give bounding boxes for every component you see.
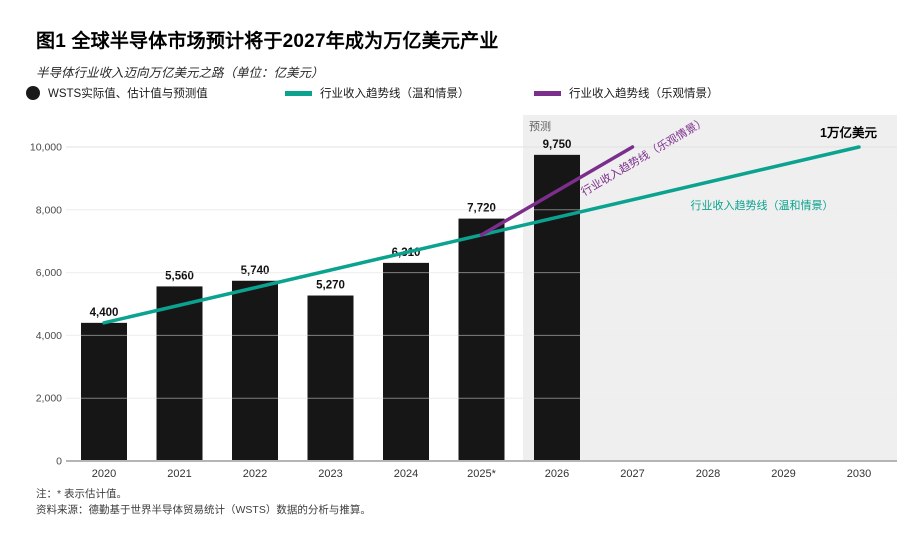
- bar-value-label: 7,720: [467, 203, 496, 215]
- legend-item: 行业收入趋势线（温和情景）: [285, 84, 470, 102]
- y-tick-label: 8,000: [36, 204, 62, 216]
- y-tick-label: 6,000: [36, 267, 62, 279]
- bar-2020: [81, 322, 127, 461]
- footnote-estimate: 注：* 表示估计值。: [36, 488, 128, 500]
- bar-2025*: [458, 218, 505, 461]
- optimistic-trendline: [479, 145, 635, 237]
- trillion-label: 1万亿美元: [820, 125, 877, 140]
- figure-subtitle: 半导体行业收入迈向万亿美元之路（单位：亿美元）: [36, 66, 324, 80]
- legend-item: WSTS实际值、估计值与预测值: [26, 84, 208, 102]
- bar-2023: [307, 295, 354, 461]
- line-marker-icon: [285, 90, 312, 96]
- legend-label: 行业收入趋势线（温和情景）: [320, 88, 470, 100]
- x-tick-label: 2023: [318, 468, 342, 480]
- figure-title: 图1 全球半导体市场预计将于2027年成为万亿美元产业: [36, 31, 499, 52]
- bar-value-label: 5,740: [241, 265, 270, 277]
- bar-2024: [383, 262, 429, 461]
- x-tick-label: 2025*: [467, 468, 496, 480]
- x-tick-label: 2026: [545, 468, 569, 480]
- dot-marker-icon: [26, 86, 40, 100]
- y-tick-label: 10,000: [30, 142, 62, 154]
- bar-2022: [232, 280, 278, 461]
- forecast-label: 预测: [529, 120, 551, 133]
- x-tick-label: 2027: [620, 468, 644, 480]
- legend-item: 行业收入趋势线（乐观情景）: [534, 84, 719, 102]
- x-tick-label: 2030: [847, 468, 871, 480]
- line-marker-icon: [534, 90, 561, 96]
- legend-label: WSTS实际值、估计值与预测值: [48, 88, 208, 100]
- legend-label: 行业收入趋势线（乐观情景）: [569, 88, 719, 100]
- x-tick-label: 2022: [243, 468, 267, 480]
- x-tick-label: 2024: [394, 468, 418, 480]
- bar-value-label: 5,270: [316, 280, 345, 292]
- x-tick-label: 2020: [92, 468, 116, 480]
- bar-value-label: 9,750: [543, 139, 572, 151]
- y-tick-label: 0: [56, 456, 62, 468]
- bar-value-label: 5,560: [165, 270, 194, 282]
- x-tick-label: 2029: [771, 468, 795, 480]
- x-tick-label: 2028: [696, 468, 720, 480]
- bar-value-label: 4,400: [90, 307, 119, 319]
- x-tick-label: 2021: [167, 468, 191, 480]
- y-tick-label: 2,000: [36, 393, 62, 405]
- chart-legend: WSTS实际值、估计值与预测值 行业收入趋势线（温和情景） 行业收入趋势线（乐观情景…: [0, 84, 919, 104]
- y-tick-label: 4,000: [36, 330, 62, 342]
- footnote-source: 资料来源：德勤基于世界半导体贸易统计（WSTS）数据的分析与推算。: [36, 504, 371, 516]
- moderate-trendline-label: 行业收入趋势线（温和情景）: [691, 198, 834, 212]
- bar-2021: [156, 286, 203, 461]
- bar-2026: [534, 154, 580, 461]
